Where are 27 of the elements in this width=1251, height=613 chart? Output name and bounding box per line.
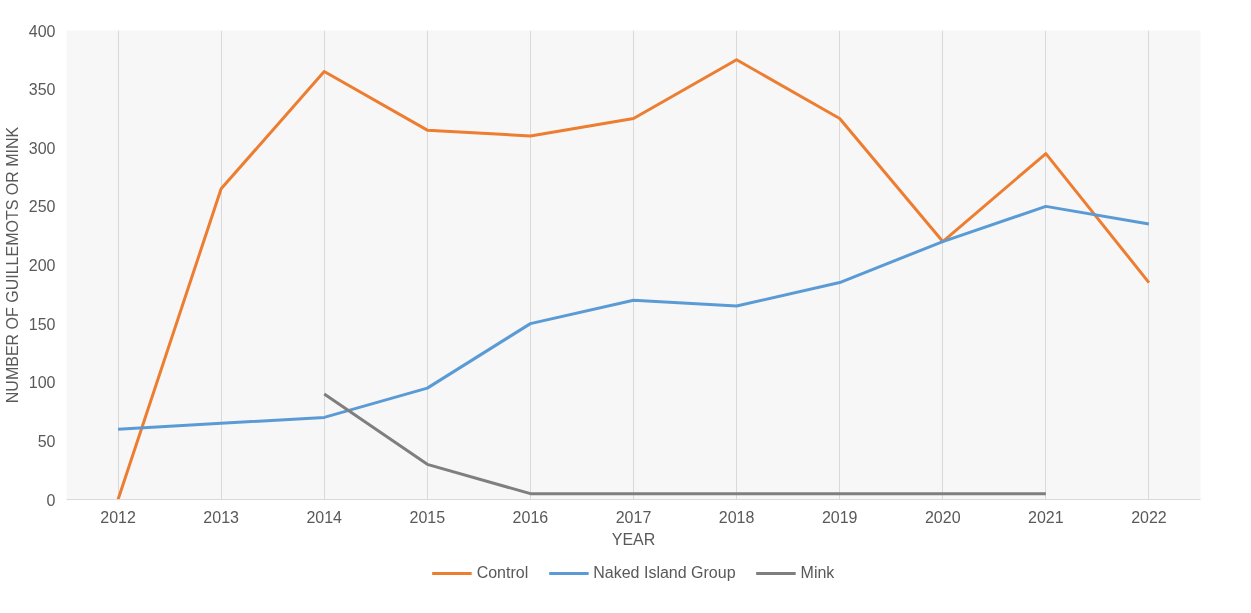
x-axis-title: YEAR [611,530,656,548]
y-tick-label: 0 [46,491,56,509]
x-tick-label: 2022 [1131,508,1167,526]
y-tick-label: 100 [28,374,56,392]
line-series [116,204,1151,431]
x-tick-label: 2012 [100,508,136,526]
y-tick-label: 50 [37,432,56,450]
x-tick-label: 2016 [512,508,549,526]
y-tick-label: 400 [28,22,56,40]
x-tick-label: 2018 [718,508,755,526]
legend-label: Naked Island Group [593,563,736,582]
y-axis-title: NUMBER OF GUILLEMOTS OR MINK [3,126,21,404]
x-tick-label: 2015 [409,508,446,526]
x-tick-label: 2017 [615,508,652,526]
x-tick-label: 2021 [1028,508,1064,526]
legend-label: Mink [800,563,835,582]
x-tick-label: 2013 [203,508,240,526]
y-tick-label: 300 [28,139,56,157]
x-tick-label: 2019 [821,508,858,526]
x-tick-label: 2014 [306,508,343,526]
y-tick-label: 350 [28,81,56,99]
y-tick-label: 200 [28,257,56,274]
x-tick-label: 2020 [924,508,961,526]
legend-label: Control [476,563,529,582]
line-series [116,58,1151,500]
y-tick-label: 250 [28,198,56,216]
y-tick-label: 150 [28,315,56,333]
